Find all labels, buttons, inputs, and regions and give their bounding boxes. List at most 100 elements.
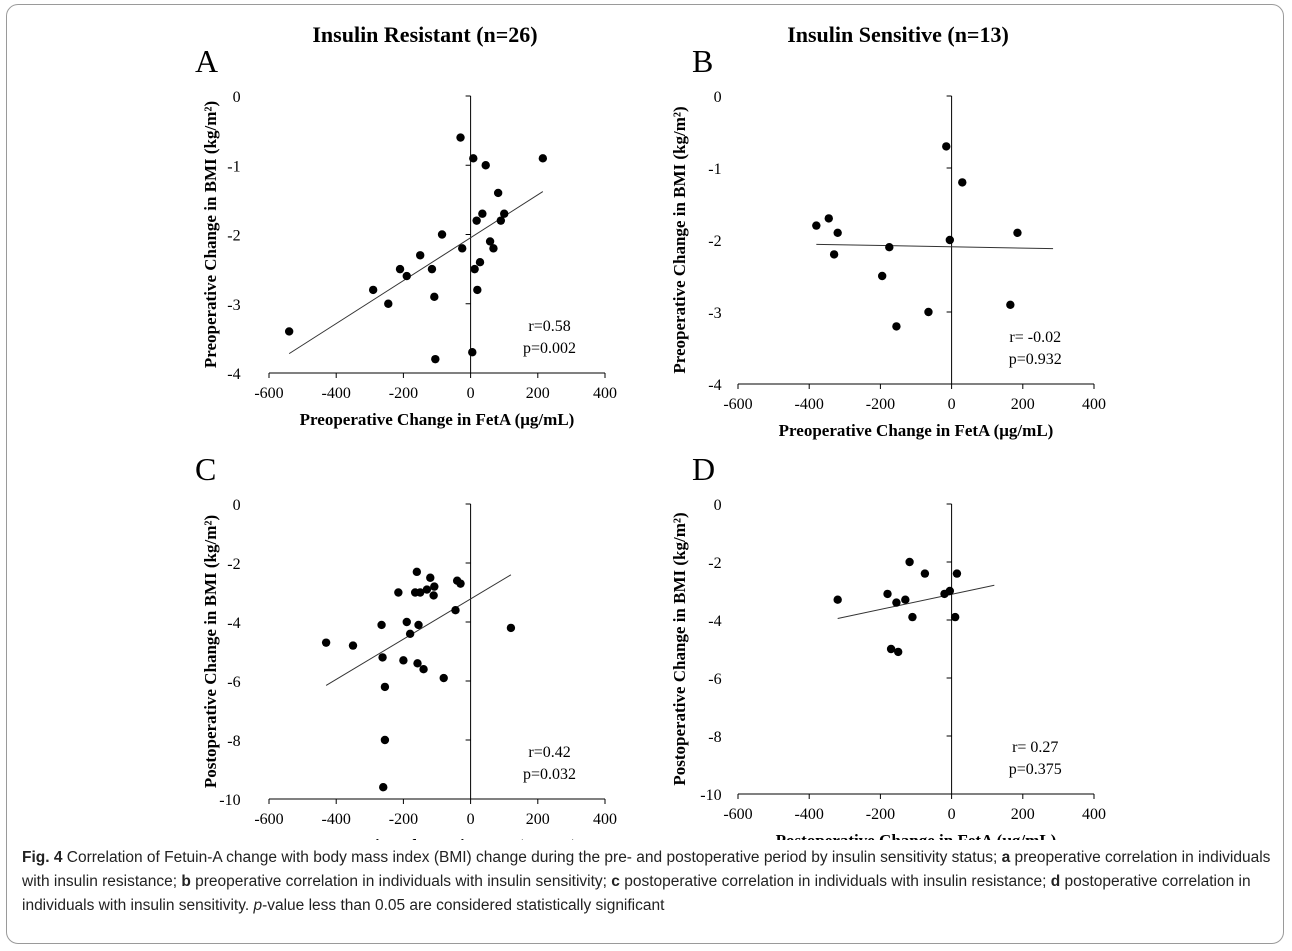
y-tick-label: 0	[714, 497, 722, 514]
data-point	[958, 178, 967, 187]
y-axis-title: Preoperative Change in BMI (kg/m²)	[670, 106, 689, 373]
y-tick-label: -2	[708, 233, 721, 250]
x-tick-label: 400	[1082, 396, 1106, 413]
data-point	[419, 665, 428, 674]
caption-p-text: -value less than 0.05 are considered sta…	[262, 897, 665, 914]
data-point	[348, 641, 358, 650]
data-point	[500, 209, 509, 218]
data-point	[489, 244, 498, 253]
data-point	[901, 595, 910, 604]
x-tick-label: -600	[254, 811, 283, 828]
data-point	[458, 244, 467, 253]
scatter-panel-b: B0-1-2-3-4-600 -400 -200 0 200 400Preoperativ…	[670, 43, 1106, 440]
scatter-panel-d: D 0 -2 -4 -6 -8 -10-600 -400 -200 0 200 400 Postoper…	[670, 451, 1106, 840]
scatter-panel-a: A0-1-2-3-4-600 -400 -200 0 200 400Preoperativ…	[195, 43, 617, 429]
data-point	[430, 292, 439, 302]
data-point	[829, 250, 839, 259]
data-point	[485, 237, 495, 246]
data-point	[469, 154, 478, 163]
y-tick-label: 0	[714, 89, 722, 106]
figure-caption: Fig. 4 Correlation of Fetuin-A change wi…	[22, 846, 1272, 918]
data-point	[883, 589, 892, 599]
data-point	[475, 258, 485, 267]
data-point	[496, 216, 506, 225]
y-tick-label: -1	[708, 161, 721, 178]
y-tick-label: -6	[708, 671, 721, 688]
data-point	[892, 322, 901, 331]
data-point	[456, 133, 465, 142]
y-tick-label: -8	[708, 729, 721, 746]
x-tick-label: 0	[948, 806, 956, 823]
y-axis-title: Postoperative Change in BMI (kg/m²)	[201, 515, 220, 788]
caption-a-text: preoperative correlation in individuals …	[22, 849, 1271, 890]
data-point	[894, 647, 903, 657]
x-tick-label: 0	[948, 396, 956, 413]
y-tick-label: -2	[227, 556, 240, 573]
y-tick-label: -4	[227, 366, 240, 383]
data-point	[950, 612, 960, 622]
x-axis-title: Postoperative Change in FetA (μg/mL)	[297, 836, 578, 840]
trend-line	[837, 584, 995, 620]
x-tick-label: 400	[593, 811, 617, 828]
x-tick-label: 0	[467, 811, 475, 828]
data-point	[470, 264, 479, 274]
data-point	[426, 573, 435, 582]
data-point	[384, 299, 393, 308]
x-tick-label: 200	[526, 385, 550, 402]
data-point	[538, 154, 548, 163]
stat-r-value: r=0.58	[528, 318, 570, 335]
data-point	[439, 673, 448, 683]
y-tick-label: -4	[708, 613, 721, 630]
x-tick-label: -400	[322, 811, 351, 828]
x-tick-label: -400	[322, 385, 351, 402]
data-point	[368, 285, 378, 295]
x-tick-label: -600	[254, 385, 283, 402]
data-point	[399, 656, 408, 665]
chart-panels: A0-1-2-3-4-600 -400 -200 0 200 400Preoperativ…	[195, 43, 1106, 840]
data-point	[451, 606, 460, 615]
header-insulin-sensitive: Insulin Sensitive (n=13)	[787, 22, 1009, 47]
caption-c-label: c	[611, 873, 620, 890]
data-point	[422, 585, 432, 594]
data-point	[429, 591, 438, 600]
data-point	[468, 348, 477, 357]
data-point	[413, 659, 422, 668]
y-tick-label: -8	[227, 733, 240, 750]
data-point	[1013, 228, 1022, 237]
figure-frame	[6, 4, 1284, 944]
y-tick-label: -4	[708, 377, 721, 394]
x-tick-label: 400	[1082, 806, 1106, 823]
caption-d-label: d	[1050, 873, 1061, 890]
x-tick-label: -600	[723, 396, 752, 413]
x-tick-label: -200	[866, 806, 895, 823]
data-point	[924, 307, 933, 317]
data-point	[377, 620, 386, 630]
data-point	[945, 235, 955, 245]
y-tick-label: -3	[708, 305, 721, 322]
panel-letter-c: C	[195, 451, 216, 487]
data-point	[430, 582, 439, 591]
data-point	[1006, 300, 1015, 309]
data-point	[431, 354, 440, 364]
data-point	[405, 629, 415, 638]
x-axis-title: Postoperative Change in FetA (μg/mL)	[776, 831, 1057, 840]
stat-p-value: p=0.002	[523, 340, 576, 357]
caption-fig-label: Fig. 4	[22, 849, 63, 866]
data-point	[412, 567, 422, 577]
figure-canvas: Insulin Resistant (n=26) Insulin Sensiti…	[195, 22, 1106, 840]
stat-r-value: r= -0.02	[1009, 329, 1061, 346]
caption-b-label: b	[181, 873, 191, 890]
x-tick-label: -600	[723, 806, 752, 823]
data-point	[920, 569, 930, 578]
y-tick-label: -3	[227, 297, 240, 314]
data-point	[942, 142, 951, 151]
x-tick-label: 400	[593, 385, 617, 402]
data-point	[885, 243, 894, 252]
caption-intro: Correlation of Fetuin-A change with body…	[62, 849, 1002, 866]
data-point	[905, 557, 914, 567]
data-point	[380, 735, 390, 745]
data-point	[472, 216, 481, 225]
header-insulin-resistant: Insulin Resistant (n=26)	[312, 22, 537, 47]
data-point	[416, 588, 425, 597]
stat-p-value: p=0.032	[523, 766, 576, 783]
